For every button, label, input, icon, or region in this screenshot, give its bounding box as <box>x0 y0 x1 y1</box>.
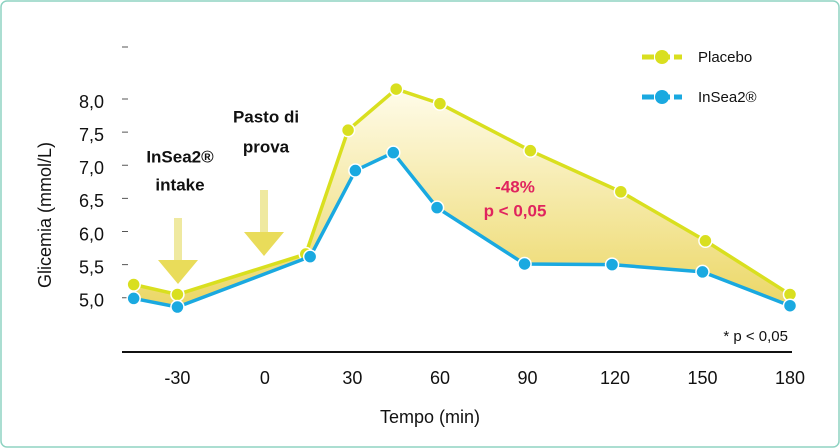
y-tick-label: 6,5 <box>79 191 104 211</box>
data-point <box>604 257 620 272</box>
x-tick-label: 90 <box>517 368 537 388</box>
x-tick-label: 180 <box>775 368 805 388</box>
series-line <box>133 87 791 297</box>
y-tick-label: 5,5 <box>79 257 104 277</box>
legend-marker <box>655 90 669 104</box>
annotation: InSea2® <box>146 147 214 166</box>
data-point <box>126 291 141 306</box>
arrow <box>158 218 198 284</box>
x-tick-label: 120 <box>600 368 630 388</box>
data-point <box>340 122 356 138</box>
data-point <box>388 81 404 97</box>
data-point <box>432 96 448 111</box>
difference-area <box>133 89 791 308</box>
annotation: -48% <box>495 177 535 196</box>
data-point <box>126 277 141 292</box>
arrow <box>244 190 284 256</box>
y-axis-label: Glicemia (mmol/L) <box>35 142 55 288</box>
x-tick-label: 150 <box>687 368 717 388</box>
data-point <box>523 143 538 158</box>
x-tick-label: 60 <box>430 368 450 388</box>
x-tick-label: 0 <box>260 368 270 388</box>
y-tick-label: 5,0 <box>79 291 104 311</box>
data-point <box>613 184 629 199</box>
x-axis-label: Tempo (min) <box>380 407 480 427</box>
data-point <box>386 145 401 160</box>
series-line <box>133 150 791 309</box>
y-tick-label: 8,0 <box>79 92 104 112</box>
annotation: intake <box>155 175 204 194</box>
annotation: p < 0,05 <box>484 201 547 220</box>
data-point <box>782 298 798 313</box>
legend-label: Placebo <box>698 49 752 66</box>
data-point <box>170 299 185 315</box>
data-point <box>302 249 318 264</box>
y-tick-label: 7,0 <box>79 158 104 178</box>
annotation: Pasto di <box>233 107 299 126</box>
data-point <box>348 163 363 178</box>
data-point <box>695 264 710 280</box>
data-point <box>170 287 185 302</box>
legend-marker <box>655 50 669 64</box>
y-tick-label: 6,0 <box>79 224 104 244</box>
annotation: prova <box>243 137 290 156</box>
legend-label: InSea2® <box>698 89 757 106</box>
y-tick-label: 7,5 <box>79 125 104 145</box>
x-tick-label: 30 <box>342 368 362 388</box>
annotation: * p < 0,05 <box>723 328 788 345</box>
data-point <box>517 256 532 272</box>
data-point <box>429 200 445 215</box>
x-tick-label: -30 <box>164 368 190 388</box>
data-point <box>698 233 713 249</box>
